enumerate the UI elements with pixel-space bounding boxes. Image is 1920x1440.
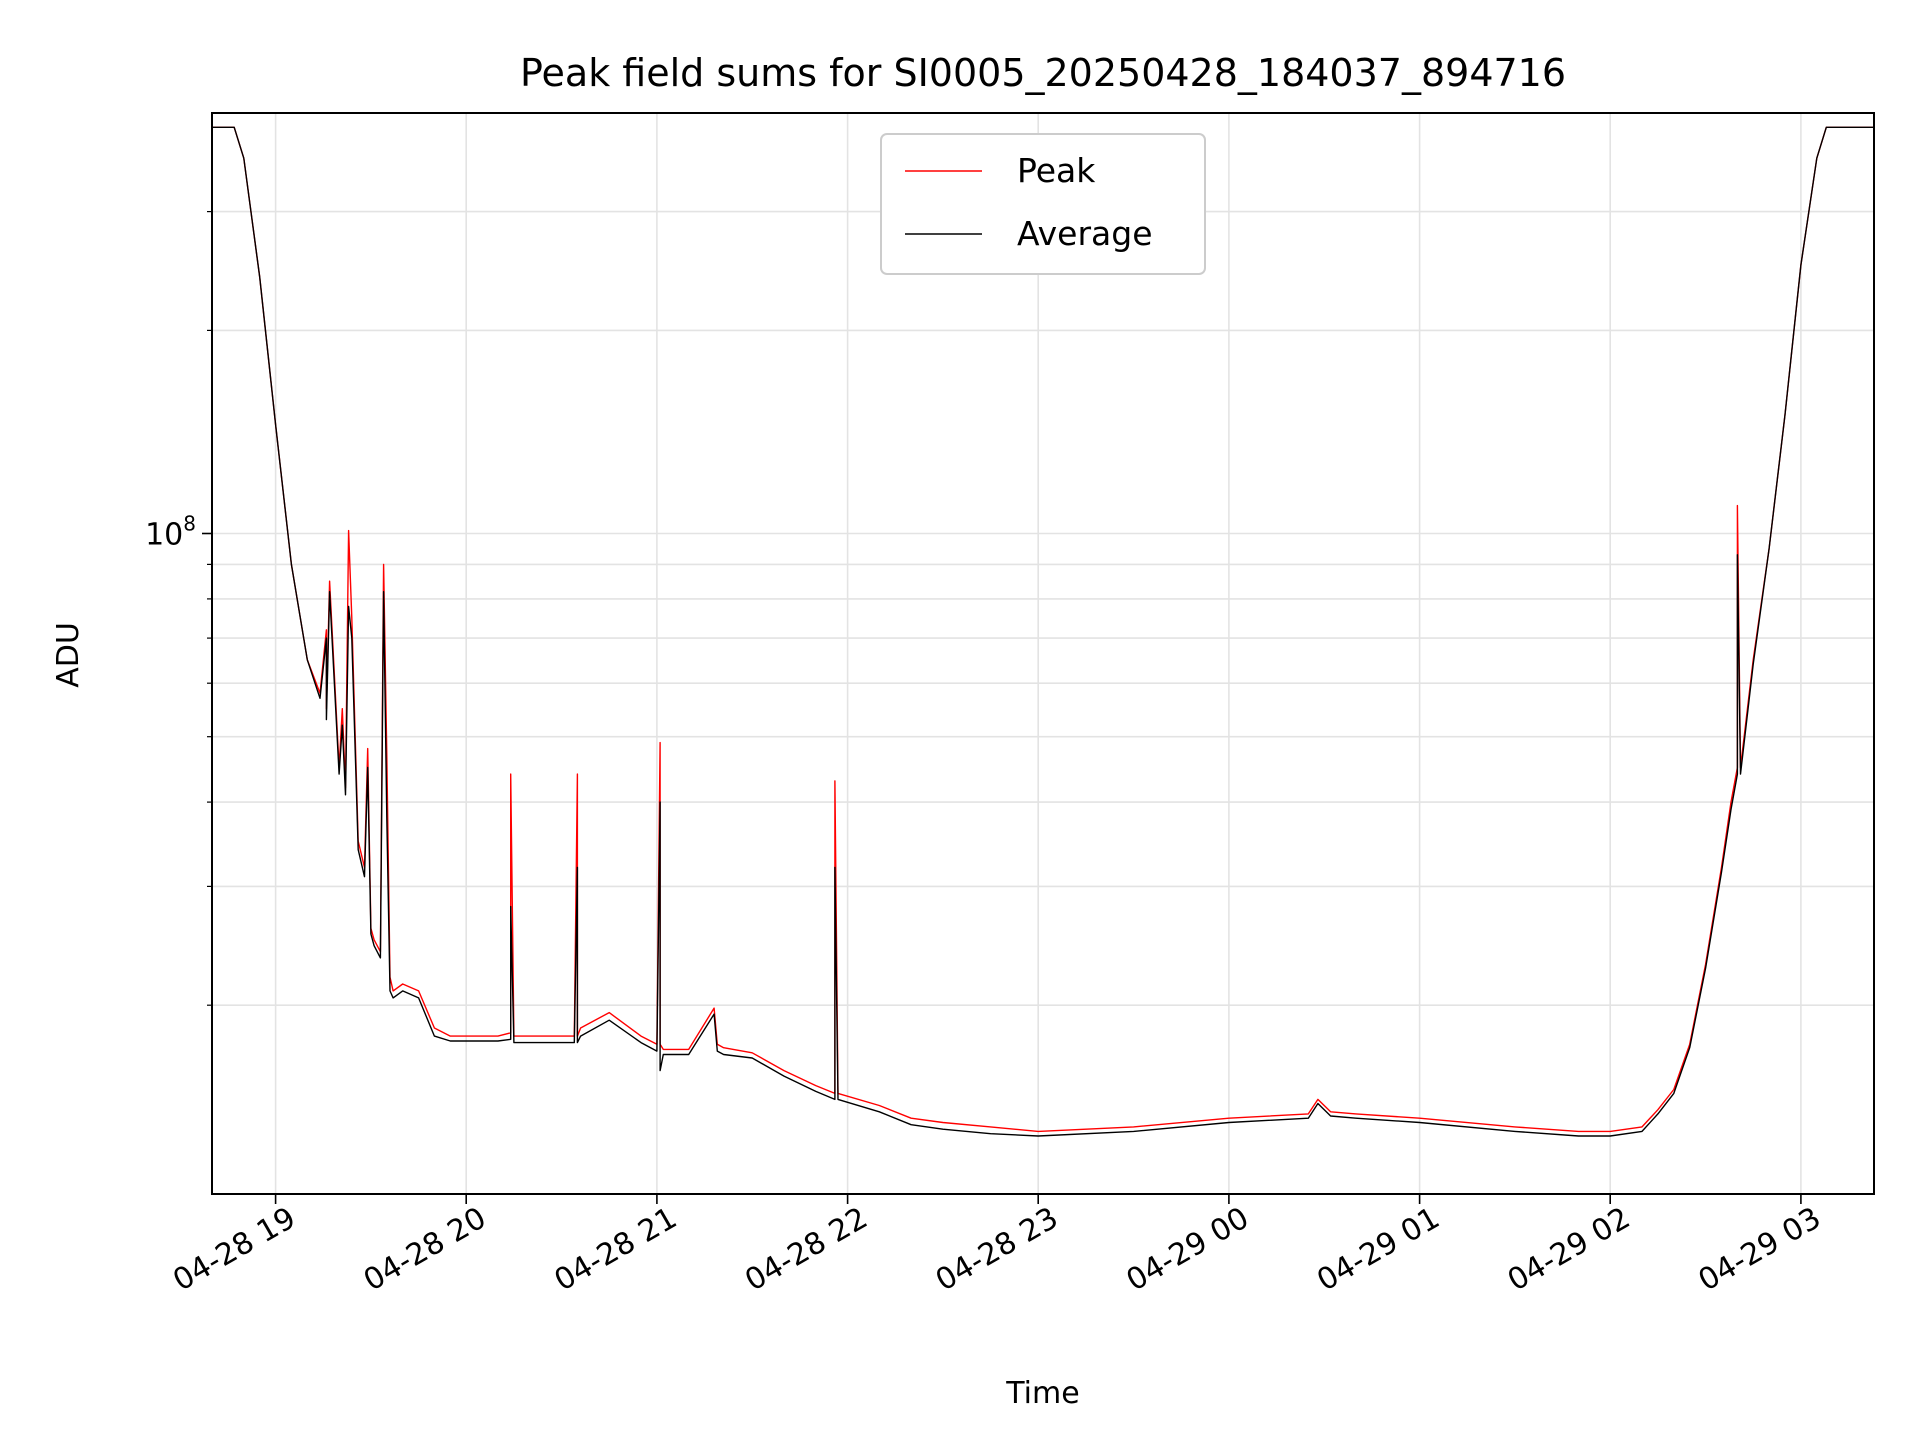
legend: Peak Average <box>880 133 1206 275</box>
series-lines <box>212 126 1874 1137</box>
grid <box>212 113 1874 1194</box>
x-axis-label: Time <box>1005 1376 1079 1411</box>
chart-title: Peak field sums for SI0005_20250428_1840… <box>520 51 1566 95</box>
legend-label-average: Average <box>1017 214 1153 253</box>
series-line-peak <box>212 126 1874 1133</box>
series-line-average <box>212 126 1874 1137</box>
legend-box <box>880 133 1206 275</box>
legend-label-peak: Peak <box>1017 151 1096 190</box>
plot-frame <box>211 112 1875 1195</box>
y-axis-label: ADU <box>51 622 86 688</box>
